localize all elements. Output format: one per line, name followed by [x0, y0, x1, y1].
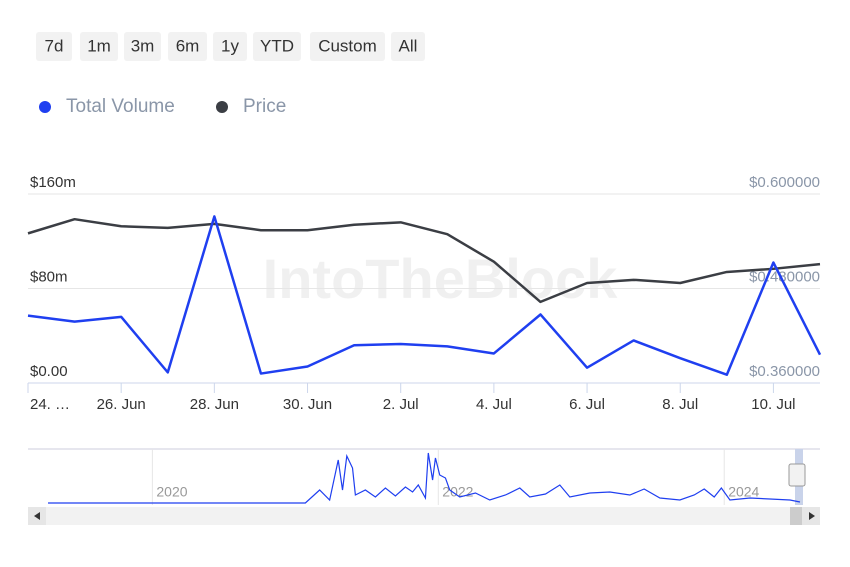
navigator-tick-label: 2024 — [728, 484, 759, 500]
y-tick-label: $0.00 — [30, 363, 68, 380]
range-button[interactable] — [80, 32, 118, 61]
y-tick-label: $160m — [30, 174, 76, 191]
x-tick-label: 24. … — [30, 396, 70, 413]
y-tick-label: $80m — [30, 268, 68, 285]
arrow-right — [809, 512, 815, 520]
range-button[interactable] — [391, 32, 425, 61]
x-tick-label: 26. Jun — [97, 396, 146, 413]
series-line — [27, 217, 821, 304]
range-button-label[interactable]: 3m — [131, 36, 155, 55]
range-button-label[interactable]: 1m — [87, 36, 111, 55]
legend-label[interactable]: Total Volume — [66, 96, 175, 117]
range-button[interactable] — [124, 32, 161, 61]
series-line — [27, 215, 822, 376]
navigator-line — [48, 452, 801, 504]
arrow-left — [34, 512, 40, 520]
y2-tick-label: $0.600000 — [749, 174, 820, 191]
x-tick-label: 28. Jun — [190, 396, 239, 413]
range-button[interactable] — [253, 32, 301, 61]
range-button-label[interactable]: 7d — [45, 36, 64, 55]
navigator-handle[interactable] — [788, 463, 806, 487]
y2-tick-label: $0.360000 — [749, 363, 820, 380]
legend-label[interactable]: Price — [243, 96, 286, 117]
range-button-label[interactable]: All — [399, 36, 418, 55]
x-tick-label: 30. Jun — [283, 396, 332, 413]
scroll-thumb[interactable] — [790, 507, 802, 525]
legend-marker[interactable] — [216, 101, 228, 113]
range-button[interactable] — [213, 32, 247, 61]
x-tick-label: 6. Jul — [569, 396, 605, 413]
range-button[interactable] — [36, 32, 72, 61]
navigator-tick-label: 2022 — [442, 484, 473, 500]
range-button-label[interactable]: Custom — [318, 36, 377, 55]
scrollbar[interactable] — [28, 507, 820, 525]
x-tick-label: 2. Jul — [383, 396, 419, 413]
range-button[interactable] — [310, 32, 385, 61]
range-button-label[interactable]: 1y — [221, 36, 239, 55]
x-tick-label: 4. Jul — [476, 396, 512, 413]
range-button-label[interactable]: YTD — [260, 36, 294, 55]
range-button-label[interactable]: 6m — [176, 36, 200, 55]
watermark: IntoTheBlock — [263, 247, 619, 310]
legend-marker[interactable] — [39, 101, 51, 113]
range-button[interactable] — [168, 32, 207, 61]
x-tick-label: 10. Jul — [751, 396, 795, 413]
navigator-tick-label: 2020 — [156, 484, 187, 500]
x-tick-label: 8. Jul — [662, 396, 698, 413]
